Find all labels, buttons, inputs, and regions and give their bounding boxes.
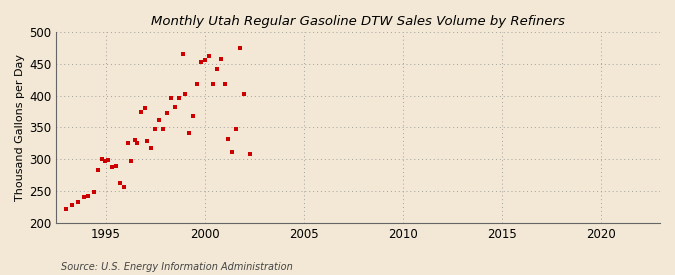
Point xyxy=(239,92,250,96)
Point xyxy=(118,185,129,189)
Point xyxy=(61,207,72,211)
Point xyxy=(122,141,133,145)
Point xyxy=(178,52,188,56)
Point xyxy=(158,126,169,131)
Title: Monthly Utah Regular Gasoline DTW Sales Volume by Refiners: Monthly Utah Regular Gasoline DTW Sales … xyxy=(151,15,565,28)
Point xyxy=(150,127,161,131)
Point xyxy=(73,200,84,204)
Point xyxy=(223,137,234,141)
Point xyxy=(126,158,137,163)
Point xyxy=(92,168,103,172)
Point xyxy=(188,114,198,118)
Text: Source: U.S. Energy Information Administration: Source: U.S. Energy Information Administ… xyxy=(61,262,292,272)
Point xyxy=(130,138,141,142)
Point xyxy=(231,126,242,131)
Point xyxy=(162,111,173,116)
Point xyxy=(165,95,176,100)
Point xyxy=(245,152,256,156)
Point xyxy=(227,149,238,154)
Point xyxy=(235,46,246,50)
Point xyxy=(211,67,222,71)
Point xyxy=(199,58,210,62)
Point xyxy=(215,56,226,61)
Point xyxy=(99,158,110,163)
Point xyxy=(154,118,165,122)
Point xyxy=(103,158,113,162)
Point xyxy=(67,203,78,207)
Point xyxy=(195,60,206,65)
Point xyxy=(82,194,93,198)
Point xyxy=(110,163,121,168)
Point xyxy=(114,181,125,186)
Point xyxy=(203,54,214,58)
Point xyxy=(180,92,190,97)
Point xyxy=(78,195,89,200)
Point xyxy=(140,106,151,111)
Point xyxy=(192,82,202,86)
Point xyxy=(136,109,146,114)
Point xyxy=(219,82,230,86)
Point xyxy=(88,190,99,194)
Y-axis label: Thousand Gallons per Day: Thousand Gallons per Day xyxy=(15,54,25,201)
Point xyxy=(142,139,153,144)
Point xyxy=(173,95,184,100)
Point xyxy=(184,130,194,135)
Point xyxy=(146,145,157,150)
Point xyxy=(169,105,180,109)
Point xyxy=(132,141,143,145)
Point xyxy=(106,165,117,169)
Point xyxy=(207,82,218,86)
Point xyxy=(97,157,107,161)
